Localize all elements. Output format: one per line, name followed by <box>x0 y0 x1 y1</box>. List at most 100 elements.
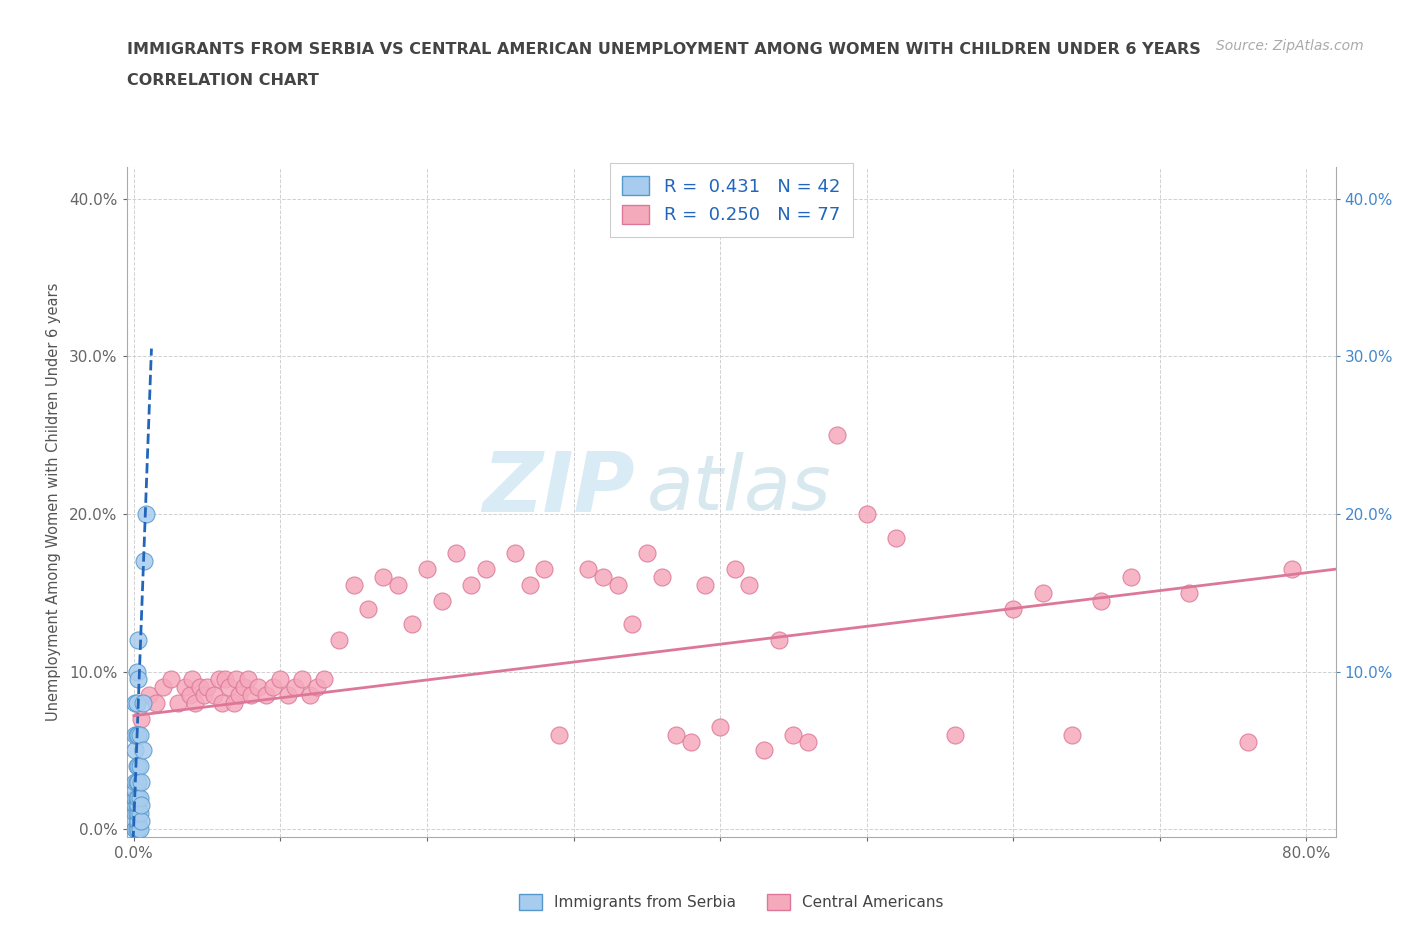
Point <box>129 711 152 726</box>
Point <box>124 727 146 742</box>
Point <box>184 696 207 711</box>
Point <box>307 680 329 695</box>
Point <box>127 727 149 742</box>
Point <box>797 735 820 750</box>
Point <box>533 562 555 577</box>
Point <box>125 790 148 805</box>
Point <box>218 680 240 695</box>
Point <box>188 680 211 695</box>
Point <box>474 562 496 577</box>
Point <box>195 680 218 695</box>
Point <box>430 593 453 608</box>
Point <box>548 727 571 742</box>
Point <box>138 688 160 703</box>
Point <box>650 569 672 584</box>
Point <box>124 743 146 758</box>
Point <box>124 775 146 790</box>
Point <box>240 688 263 703</box>
Point <box>284 680 307 695</box>
Point <box>738 578 761 592</box>
Point <box>127 759 149 774</box>
Point <box>125 814 148 829</box>
Point <box>159 672 181 687</box>
Point <box>269 672 291 687</box>
Point <box>752 743 775 758</box>
Point <box>228 688 250 703</box>
Point <box>232 680 254 695</box>
Point <box>128 759 150 774</box>
Point <box>124 696 146 711</box>
Point <box>1060 727 1083 742</box>
Point <box>124 822 146 837</box>
Text: CORRELATION CHART: CORRELATION CHART <box>127 73 318 87</box>
Point <box>125 806 148 821</box>
Point <box>679 735 702 750</box>
Point <box>254 688 277 703</box>
Point <box>460 578 482 592</box>
Point <box>125 759 148 774</box>
Point <box>128 806 150 821</box>
Point <box>1090 593 1112 608</box>
Text: Source: ZipAtlas.com: Source: ZipAtlas.com <box>1216 39 1364 53</box>
Point <box>446 546 468 561</box>
Text: atlas: atlas <box>647 452 831 525</box>
Point <box>127 798 149 813</box>
Point <box>1236 735 1258 750</box>
Point <box>343 578 366 592</box>
Point <box>606 578 628 592</box>
Point <box>208 672 231 687</box>
Point <box>127 775 149 790</box>
Point <box>214 672 236 687</box>
Point <box>782 727 804 742</box>
Point <box>125 822 148 837</box>
Point <box>128 727 150 742</box>
Point <box>291 672 314 687</box>
Point <box>416 562 439 577</box>
Point <box>174 680 197 695</box>
Point <box>943 727 966 742</box>
Point <box>125 727 148 742</box>
Point <box>724 562 747 577</box>
Point <box>134 554 156 569</box>
Point <box>128 822 150 837</box>
Point <box>124 822 146 837</box>
Point <box>636 546 658 561</box>
Point <box>884 530 907 545</box>
Point <box>1032 585 1054 600</box>
Point <box>127 790 149 805</box>
Point <box>1119 569 1142 584</box>
Point <box>357 601 380 616</box>
Point <box>621 617 644 631</box>
Point <box>211 696 233 711</box>
Point <box>222 696 245 711</box>
Legend: Immigrants from Serbia, Central Americans: Immigrants from Serbia, Central American… <box>513 888 949 916</box>
Point <box>193 688 215 703</box>
Point <box>225 672 247 687</box>
Point <box>127 806 149 821</box>
Point <box>127 822 149 837</box>
Y-axis label: Unemployment Among Women with Children Under 6 years: Unemployment Among Women with Children U… <box>45 283 60 722</box>
Point <box>277 688 299 703</box>
Point <box>125 775 148 790</box>
Point <box>128 790 150 805</box>
Point <box>503 546 526 561</box>
Point <box>124 806 146 821</box>
Point <box>129 775 152 790</box>
Point <box>124 782 146 797</box>
Point <box>855 507 877 522</box>
Point <box>695 578 717 592</box>
Point <box>124 790 146 805</box>
Point <box>152 680 174 695</box>
Point <box>125 798 148 813</box>
Point <box>371 569 394 584</box>
Point <box>131 743 153 758</box>
Text: ZIP: ZIP <box>482 448 634 529</box>
Point <box>768 632 790 647</box>
Point <box>314 672 336 687</box>
Point <box>401 617 423 631</box>
Point <box>181 672 204 687</box>
Point <box>127 672 149 687</box>
Point <box>1281 562 1303 577</box>
Point <box>131 696 153 711</box>
Point <box>1178 585 1201 600</box>
